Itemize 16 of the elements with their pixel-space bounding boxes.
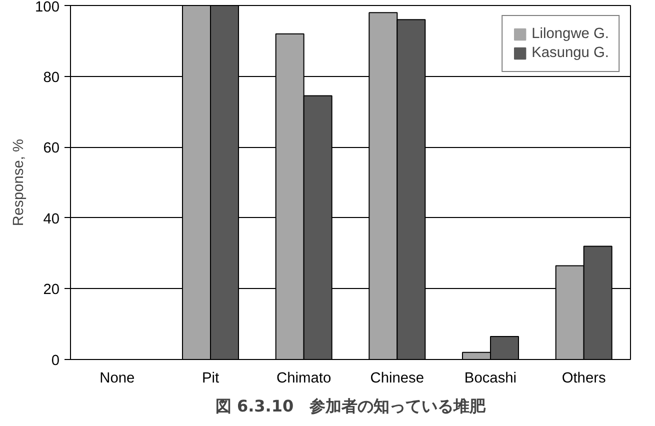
- y-axis-title: Response, %: [11, 138, 28, 226]
- legend-label: Lilongwe G.: [532, 26, 609, 42]
- x-tick-label: Chinese: [370, 370, 424, 386]
- y-tick-label: 100: [35, 0, 60, 16]
- x-tick-label: Bocashi: [464, 370, 517, 386]
- y-tick-label: 80: [43, 70, 60, 86]
- legend-label: Kasungu G.: [532, 45, 609, 61]
- x-tick-label: Pit: [202, 370, 220, 386]
- x-tick-label: None: [100, 370, 135, 386]
- y-tick-label: 0: [51, 353, 60, 369]
- y-tick-label: 20: [43, 282, 60, 298]
- y-tick-label: 60: [43, 140, 60, 157]
- x-tick-label: Others: [562, 370, 606, 386]
- x-tick-label: Chimato: [276, 370, 332, 386]
- text: 図 6.3.10 参加者の知っている堆肥: [215, 396, 487, 416]
- y-tick-label: 40: [43, 211, 60, 228]
